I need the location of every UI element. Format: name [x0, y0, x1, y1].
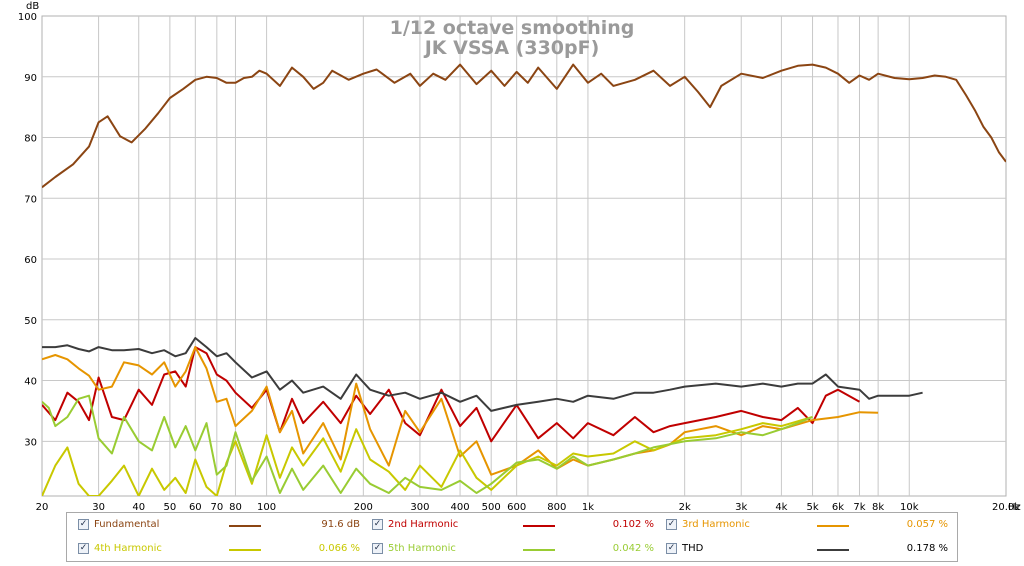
- x-tick-label-10k: 10k: [900, 502, 919, 510]
- legend-label-5th-harmonic: 5th Harmonic: [388, 543, 456, 554]
- legend-swatch-5th-harmonic: [523, 549, 555, 551]
- y-tick-label-80: 80: [24, 134, 37, 145]
- y-axis-ticks: 30 40 50 60 70 80 90 100: [18, 12, 37, 448]
- legend-value-fundamental: 91.6 dB: [321, 519, 360, 530]
- grid-lines: [42, 16, 1006, 496]
- chart-subtitle: JK VSSA (330pF): [423, 37, 600, 59]
- series-line-4th-harmonic: [42, 416, 813, 496]
- x-tick-label-8k: 8k: [872, 502, 884, 510]
- x-tick-label-80: 80: [229, 502, 242, 510]
- y-tick-label-90: 90: [24, 73, 37, 84]
- legend-checkbox-3rd-harmonic[interactable]: ✓: [666, 519, 677, 530]
- legend-value-thd: 0.178 %: [906, 543, 948, 554]
- x-tick-label-7k: 7k: [853, 502, 865, 510]
- legend-swatch-fundamental: [229, 525, 261, 527]
- x-tick-label-4k: 4k: [775, 502, 787, 510]
- legend-item-thd[interactable]: ✓ THD 0.178 %: [663, 539, 958, 561]
- series-lines: [42, 63, 1006, 496]
- legend-item-5th-harmonic[interactable]: ✓ 5th Harmonic 0.042 %: [369, 539, 664, 561]
- x-tick-label-500: 500: [482, 502, 501, 510]
- y-tick-label-70: 70: [24, 194, 37, 205]
- x-tick-label-6k: 6k: [832, 502, 844, 510]
- x-tick-label-5k: 5k: [806, 502, 818, 510]
- legend-label-4th-harmonic: 4th Harmonic: [94, 543, 162, 554]
- legend-checkbox-thd[interactable]: ✓: [666, 543, 677, 554]
- legend-swatch-2nd-harmonic: [523, 525, 555, 527]
- x-axis-unit: Hz: [1008, 502, 1021, 510]
- legend-label-3rd-harmonic: 3rd Harmonic: [682, 519, 750, 530]
- legend-swatch-thd: [817, 549, 849, 551]
- y-tick-label-100: 100: [18, 12, 37, 23]
- x-tick-label-30: 30: [92, 502, 105, 510]
- legend-swatch-3rd-harmonic: [817, 525, 849, 527]
- legend-item-4th-harmonic[interactable]: ✓ 4th Harmonic 0.066 %: [75, 539, 370, 561]
- legend-checkbox-2nd-harmonic[interactable]: ✓: [372, 519, 383, 530]
- legend-checkbox-fundamental[interactable]: ✓: [78, 519, 89, 530]
- legend-label-thd: THD: [682, 543, 704, 554]
- legend-item-2nd-harmonic[interactable]: ✓ 2nd Harmonic 0.102 %: [369, 515, 664, 537]
- legend-checkbox-5th-harmonic[interactable]: ✓: [372, 543, 383, 554]
- series-line-3rd-harmonic: [42, 346, 879, 476]
- y-tick-label-30: 30: [24, 437, 37, 448]
- chart-title: 1/12 octave smoothing: [390, 17, 635, 39]
- x-tick-label-100: 100: [257, 502, 276, 510]
- x-tick-label-2k: 2k: [679, 502, 691, 510]
- legend-swatch-4th-harmonic: [229, 549, 261, 551]
- y-tick-label-50: 50: [24, 316, 37, 327]
- legend-value-4th-harmonic: 0.066 %: [318, 543, 360, 554]
- legend-value-5th-harmonic: 0.042 %: [612, 543, 654, 554]
- x-tick-label-600: 600: [507, 502, 526, 510]
- x-tick-label-60: 60: [189, 502, 202, 510]
- x-tick-label-1k: 1k: [582, 502, 594, 510]
- legend-label-fundamental: Fundamental: [94, 519, 160, 530]
- legend-value-3rd-harmonic: 0.057 %: [906, 519, 948, 530]
- series-line-thd: [42, 337, 923, 412]
- legend: ✓ Fundamental 91.6 dB ✓ 2nd Harmonic 0.1…: [66, 512, 958, 562]
- x-tick-label-3k: 3k: [735, 502, 747, 510]
- x-tick-label-200: 200: [354, 502, 373, 510]
- x-tick-label-800: 800: [547, 502, 566, 510]
- legend-item-fundamental[interactable]: ✓ Fundamental 91.6 dB: [75, 515, 370, 537]
- plot-background: [41, 15, 1007, 497]
- series-line-5th-harmonic: [42, 394, 813, 494]
- legend-checkbox-4th-harmonic[interactable]: ✓: [78, 543, 89, 554]
- legend-label-2nd-harmonic: 2nd Harmonic: [388, 519, 459, 530]
- y-axis-label: dB: [26, 1, 39, 12]
- x-tick-label-50: 50: [164, 502, 177, 510]
- x-tick-label-20: 20: [36, 502, 49, 510]
- legend-value-2nd-harmonic: 0.102 %: [612, 519, 654, 530]
- legend-item-3rd-harmonic[interactable]: ✓ 3rd Harmonic 0.057 %: [663, 515, 958, 537]
- x-tick-label-400: 400: [451, 502, 470, 510]
- x-tick-label-300: 300: [410, 502, 429, 510]
- y-tick-label-60: 60: [24, 255, 37, 266]
- y-tick-label-40: 40: [24, 377, 37, 388]
- series-line-fundamental: [42, 63, 1006, 189]
- x-tick-label-20-0k: 20.0k: [992, 502, 1020, 510]
- x-tick-label-70: 70: [210, 502, 223, 510]
- series-line-2nd-harmonic: [42, 346, 860, 443]
- x-tick-label-40: 40: [132, 502, 145, 510]
- x-axis-ticks: 20 30 40 50 60 70 80 100 200 300 400 500 600 800 1k 2k 3…: [36, 502, 1021, 510]
- frequency-response-chart: 30 40 50 60 70 80 90 100 20 30 40 50 60 70 80 100 200 30…: [18, 1, 1021, 510]
